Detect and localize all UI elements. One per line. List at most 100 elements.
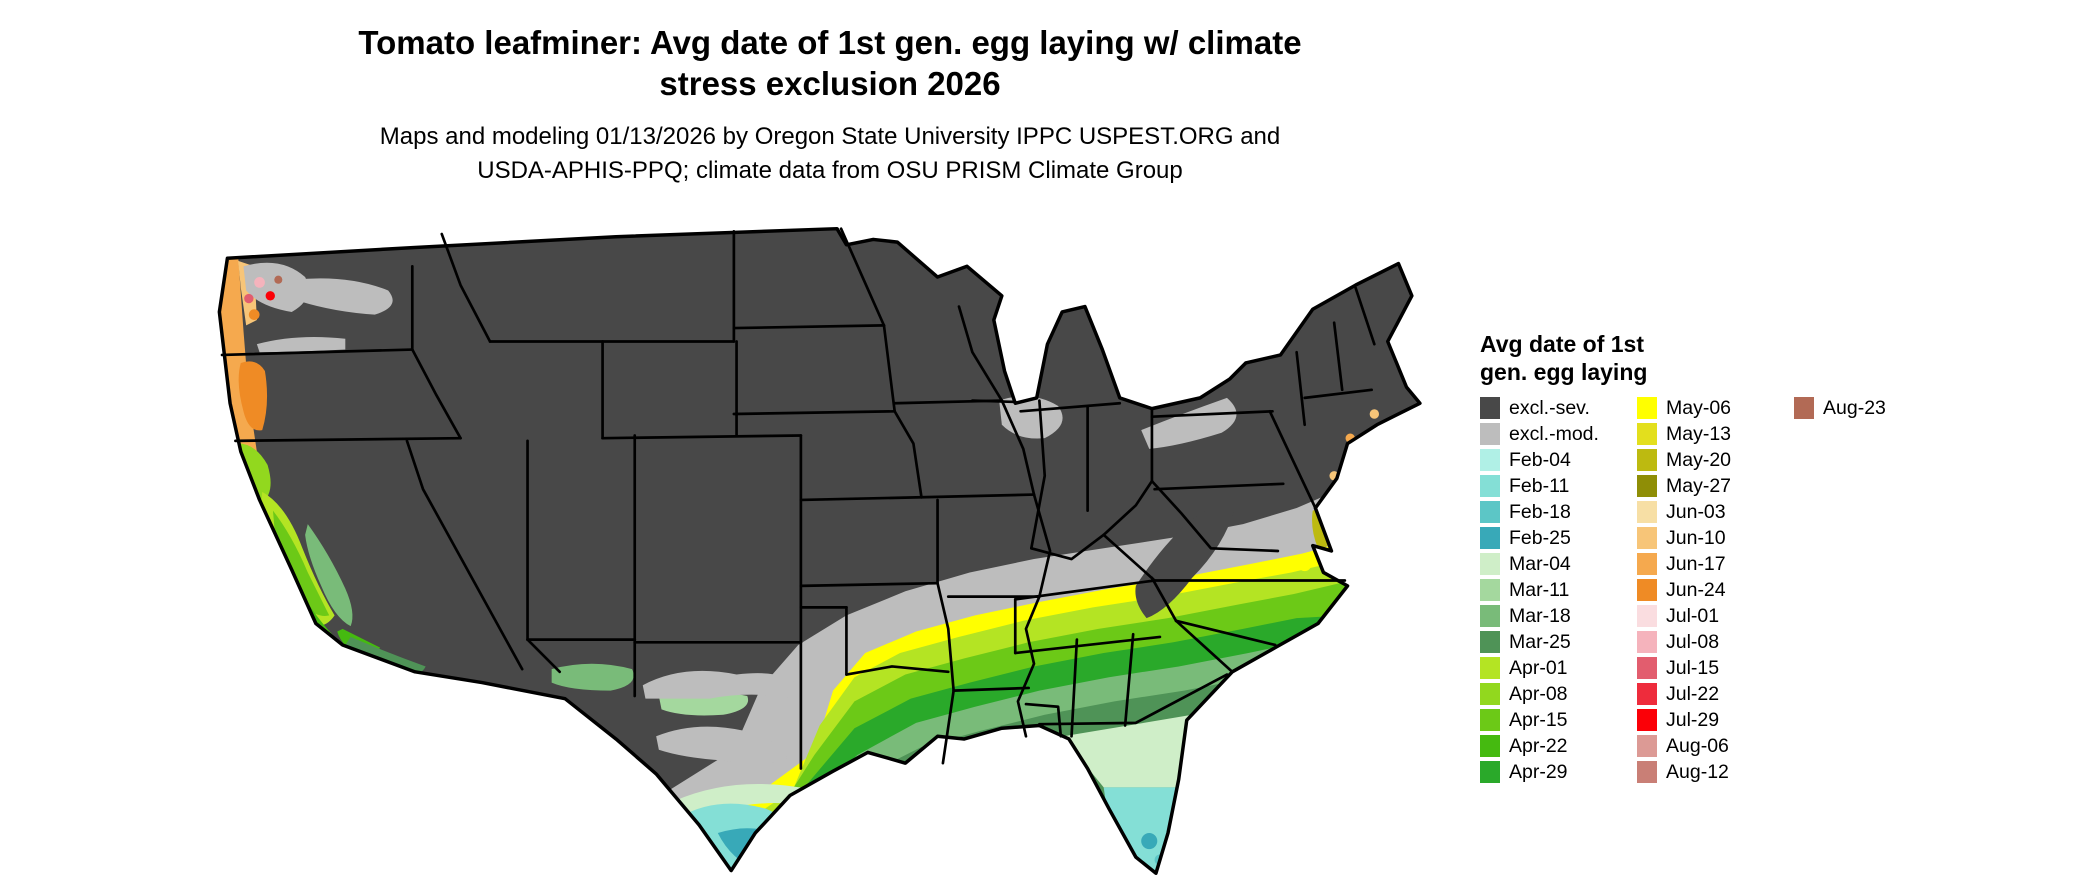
legend-swatch [1637,631,1657,653]
legend-label: Apr-29 [1509,760,1568,783]
legend-entry: Apr-01 [1480,655,1637,681]
legend-entry: Jul-15 [1637,655,1794,681]
legend-label: Mar-11 [1509,578,1570,601]
legend-swatch [1637,553,1657,575]
region-puget-gray [243,262,309,312]
legend-entry: Aug-23 [1794,395,1886,421]
region-wtx-gray [656,726,788,764]
region-willamette-orange [238,361,268,431]
legend-swatch [1794,397,1814,419]
region-az-sage [551,663,634,691]
legend-entry: Apr-29 [1480,759,1637,785]
legend-entry: Jul-01 [1637,603,1794,629]
region-puget-pink [254,277,265,288]
legend-entry: Feb-18 [1480,499,1637,525]
legend-entry: Apr-08 [1480,681,1637,707]
legend-label: Aug-23 [1823,396,1886,419]
legend-swatch [1480,735,1500,757]
legend-entry: Feb-11 [1480,473,1637,499]
legend-entry: Apr-15 [1480,707,1637,733]
legend-swatch [1480,501,1500,523]
region-puget-orange [248,309,260,320]
legend-entry: Jun-10 [1637,525,1794,551]
legend-swatch [1637,449,1657,471]
figure-title-line1: Tomato leafminer: Avg date of 1st gen. e… [358,24,1302,61]
figure-title-line2: stress exclusion 2026 [659,65,1001,102]
legend-label: Feb-11 [1509,474,1570,497]
legend-label: Feb-04 [1509,448,1571,471]
legend-label: Jul-15 [1666,656,1720,679]
figure-title: Tomato leafminer: Avg date of 1st gen. e… [280,22,1380,104]
legend-entry: Jun-03 [1637,499,1794,525]
legend-column-1: excl.-sev. excl.-mod. Feb-04 Feb-11 Feb-18 Fe… [1480,395,1637,785]
legend-entry: Jul-22 [1637,681,1794,707]
legend-label: Jun-03 [1666,500,1726,523]
legend-label: Aug-06 [1666,734,1729,757]
legend-label: May-13 [1666,422,1732,445]
region-columbia-gray [256,337,346,353]
region-nm-gray [642,670,799,699]
legend-entry: Feb-04 [1480,447,1637,473]
legend-label: Feb-25 [1509,526,1571,549]
legend-label: May-27 [1666,474,1732,497]
us-map-svg [217,226,1422,876]
legend-label: Mar-25 [1509,630,1571,653]
legend-swatch [1480,579,1500,601]
region-puget-rose [244,293,254,304]
legend-label: May-06 [1666,396,1732,419]
legend-swatch [1480,761,1500,783]
legend-entry: excl.-mod. [1480,421,1637,447]
legend-swatch [1480,553,1500,575]
region-wa-basin-gray [294,278,393,315]
legend-entry: Jul-29 [1637,707,1794,733]
legend-swatch [1637,761,1657,783]
legend-swatch [1637,423,1657,445]
legend-label: Jul-22 [1666,682,1720,705]
legend-entry: Aug-12 [1637,759,1794,785]
legend-swatch [1637,527,1657,549]
legend-swatch [1480,683,1500,705]
legend-entry: Feb-25 [1480,525,1637,551]
region-valley-inner [272,510,330,616]
region-puget-brick [274,275,283,284]
us-outline [217,226,1422,876]
legend-swatch [1637,579,1657,601]
legend-entry: Jul-08 [1637,629,1794,655]
legend-label: Jun-24 [1666,578,1726,601]
region-fl-mint [1063,714,1193,788]
region-fl-teal-speck [1141,832,1158,850]
legend-label: excl.-mod. [1509,422,1599,445]
legend-entry: Mar-04 [1480,551,1637,577]
legend-swatch [1637,397,1657,419]
legend: Avg date of 1st gen. egg laying excl.-se… [1480,330,1886,785]
region-capecod-orange [1369,409,1380,419]
legend-swatch [1637,683,1657,705]
legend-label: Mar-18 [1509,604,1571,627]
legend-swatch [1637,475,1657,497]
legend-swatch [1637,605,1657,627]
legend-label: Jul-08 [1666,630,1720,653]
legend-label: Apr-22 [1509,734,1568,757]
legend-swatch [1480,657,1500,679]
legend-entry: excl.-sev. [1480,395,1637,421]
legend-swatch [1480,709,1500,731]
legend-label: Aug-12 [1666,760,1729,783]
legend-entry: Mar-25 [1480,629,1637,655]
legend-label: Apr-08 [1509,682,1568,705]
legend-entry: May-06 [1637,395,1794,421]
region-erie-gray [1141,397,1237,449]
legend-entry: May-13 [1637,421,1794,447]
region-puget-red [265,291,275,301]
legend-entry: Jun-17 [1637,551,1794,577]
legend-label: May-20 [1666,448,1732,471]
region-norfolk-yellow [1297,557,1312,572]
legend-entry: Jun-24 [1637,577,1794,603]
legend-swatch [1480,475,1500,497]
figure-subtitle: Maps and modeling 01/13/2026 by Oregon S… [280,120,1380,188]
us-map [214,226,1440,884]
legend-label: Apr-01 [1509,656,1568,679]
legend-label: Jun-10 [1666,526,1726,549]
legend-label: Apr-15 [1509,708,1568,731]
legend-title: Avg date of 1st gen. egg laying [1480,331,1648,385]
